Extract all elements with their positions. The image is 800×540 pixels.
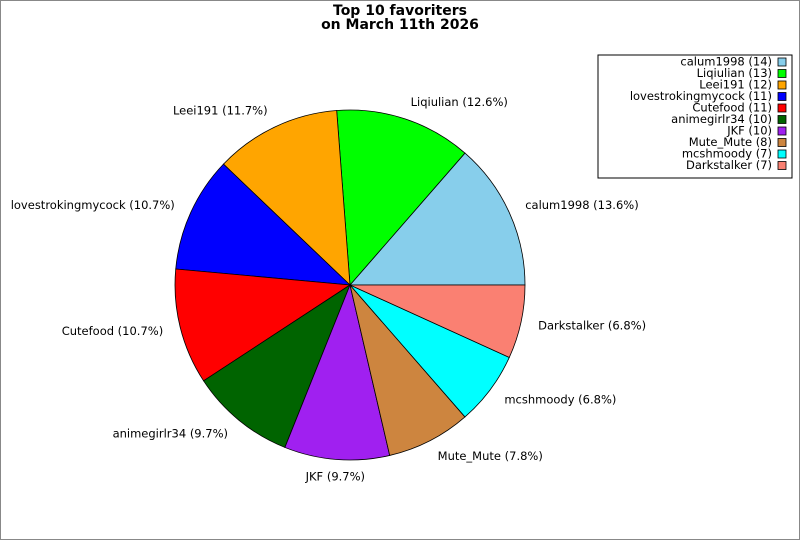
- legend-label: animegirlr34 (10): [671, 112, 772, 126]
- slice-label: animegirlr34 (9.7%): [113, 426, 228, 440]
- legend-label: Darkstalker (7): [686, 158, 772, 172]
- pie-slice: [349, 284, 526, 359]
- slice-label: Darkstalker (6.8%): [538, 318, 646, 332]
- legend-swatch: [777, 138, 787, 147]
- legend-swatch: [777, 115, 787, 124]
- legend-swatch: [777, 57, 787, 67]
- pie-slice: [336, 109, 466, 286]
- pie-slice: [175, 163, 352, 286]
- legend-swatch: [777, 161, 787, 170]
- slice-label: calum1998 (13.6%): [525, 198, 638, 212]
- legend-label: Mute_Mute (8): [689, 135, 772, 149]
- pie-slice: [284, 283, 391, 461]
- slice-label: Mute_Mute (7.8%): [438, 449, 543, 463]
- legend-swatch: [777, 80, 787, 90]
- slice-label: Liqiulian (12.6%): [411, 95, 508, 109]
- legend-swatch: [777, 126, 787, 136]
- pie-slice: [222, 110, 351, 287]
- slice-label: lovestrokingmycock (10.7%): [11, 198, 175, 212]
- legend-swatch: [777, 92, 787, 101]
- pie-slice: [174, 268, 352, 382]
- legend-label: Liqiulian (13): [697, 66, 772, 80]
- legend-label: JKF (10): [726, 124, 772, 138]
- pie-slice: [349, 152, 526, 286]
- slice-label: Cutefood (10.7%): [62, 324, 163, 338]
- pie-slice: [203, 283, 351, 448]
- legend-label: calum1998 (14): [680, 55, 772, 69]
- slice-label: Leei191 (11.7%): [173, 104, 268, 118]
- chart-title: Top 10 favoriters: [333, 3, 467, 19]
- chart-subtitle: on March 11th 2026: [321, 17, 479, 33]
- legend-label: mcshmoody (7): [682, 147, 772, 161]
- legend-label: Cutefood (11): [692, 101, 772, 115]
- legend-label: lovestrokingmycock (11): [630, 89, 772, 103]
- legend-label: Leei191 (12): [699, 78, 772, 92]
- slice-label: JKF (9.7%): [305, 469, 365, 483]
- legend-swatch: [777, 103, 787, 113]
- slice-label: mcshmoody (6.8%): [504, 393, 616, 407]
- legend-box: [597, 54, 793, 179]
- legend-swatch: [777, 149, 787, 159]
- legend-swatch: [777, 69, 787, 78]
